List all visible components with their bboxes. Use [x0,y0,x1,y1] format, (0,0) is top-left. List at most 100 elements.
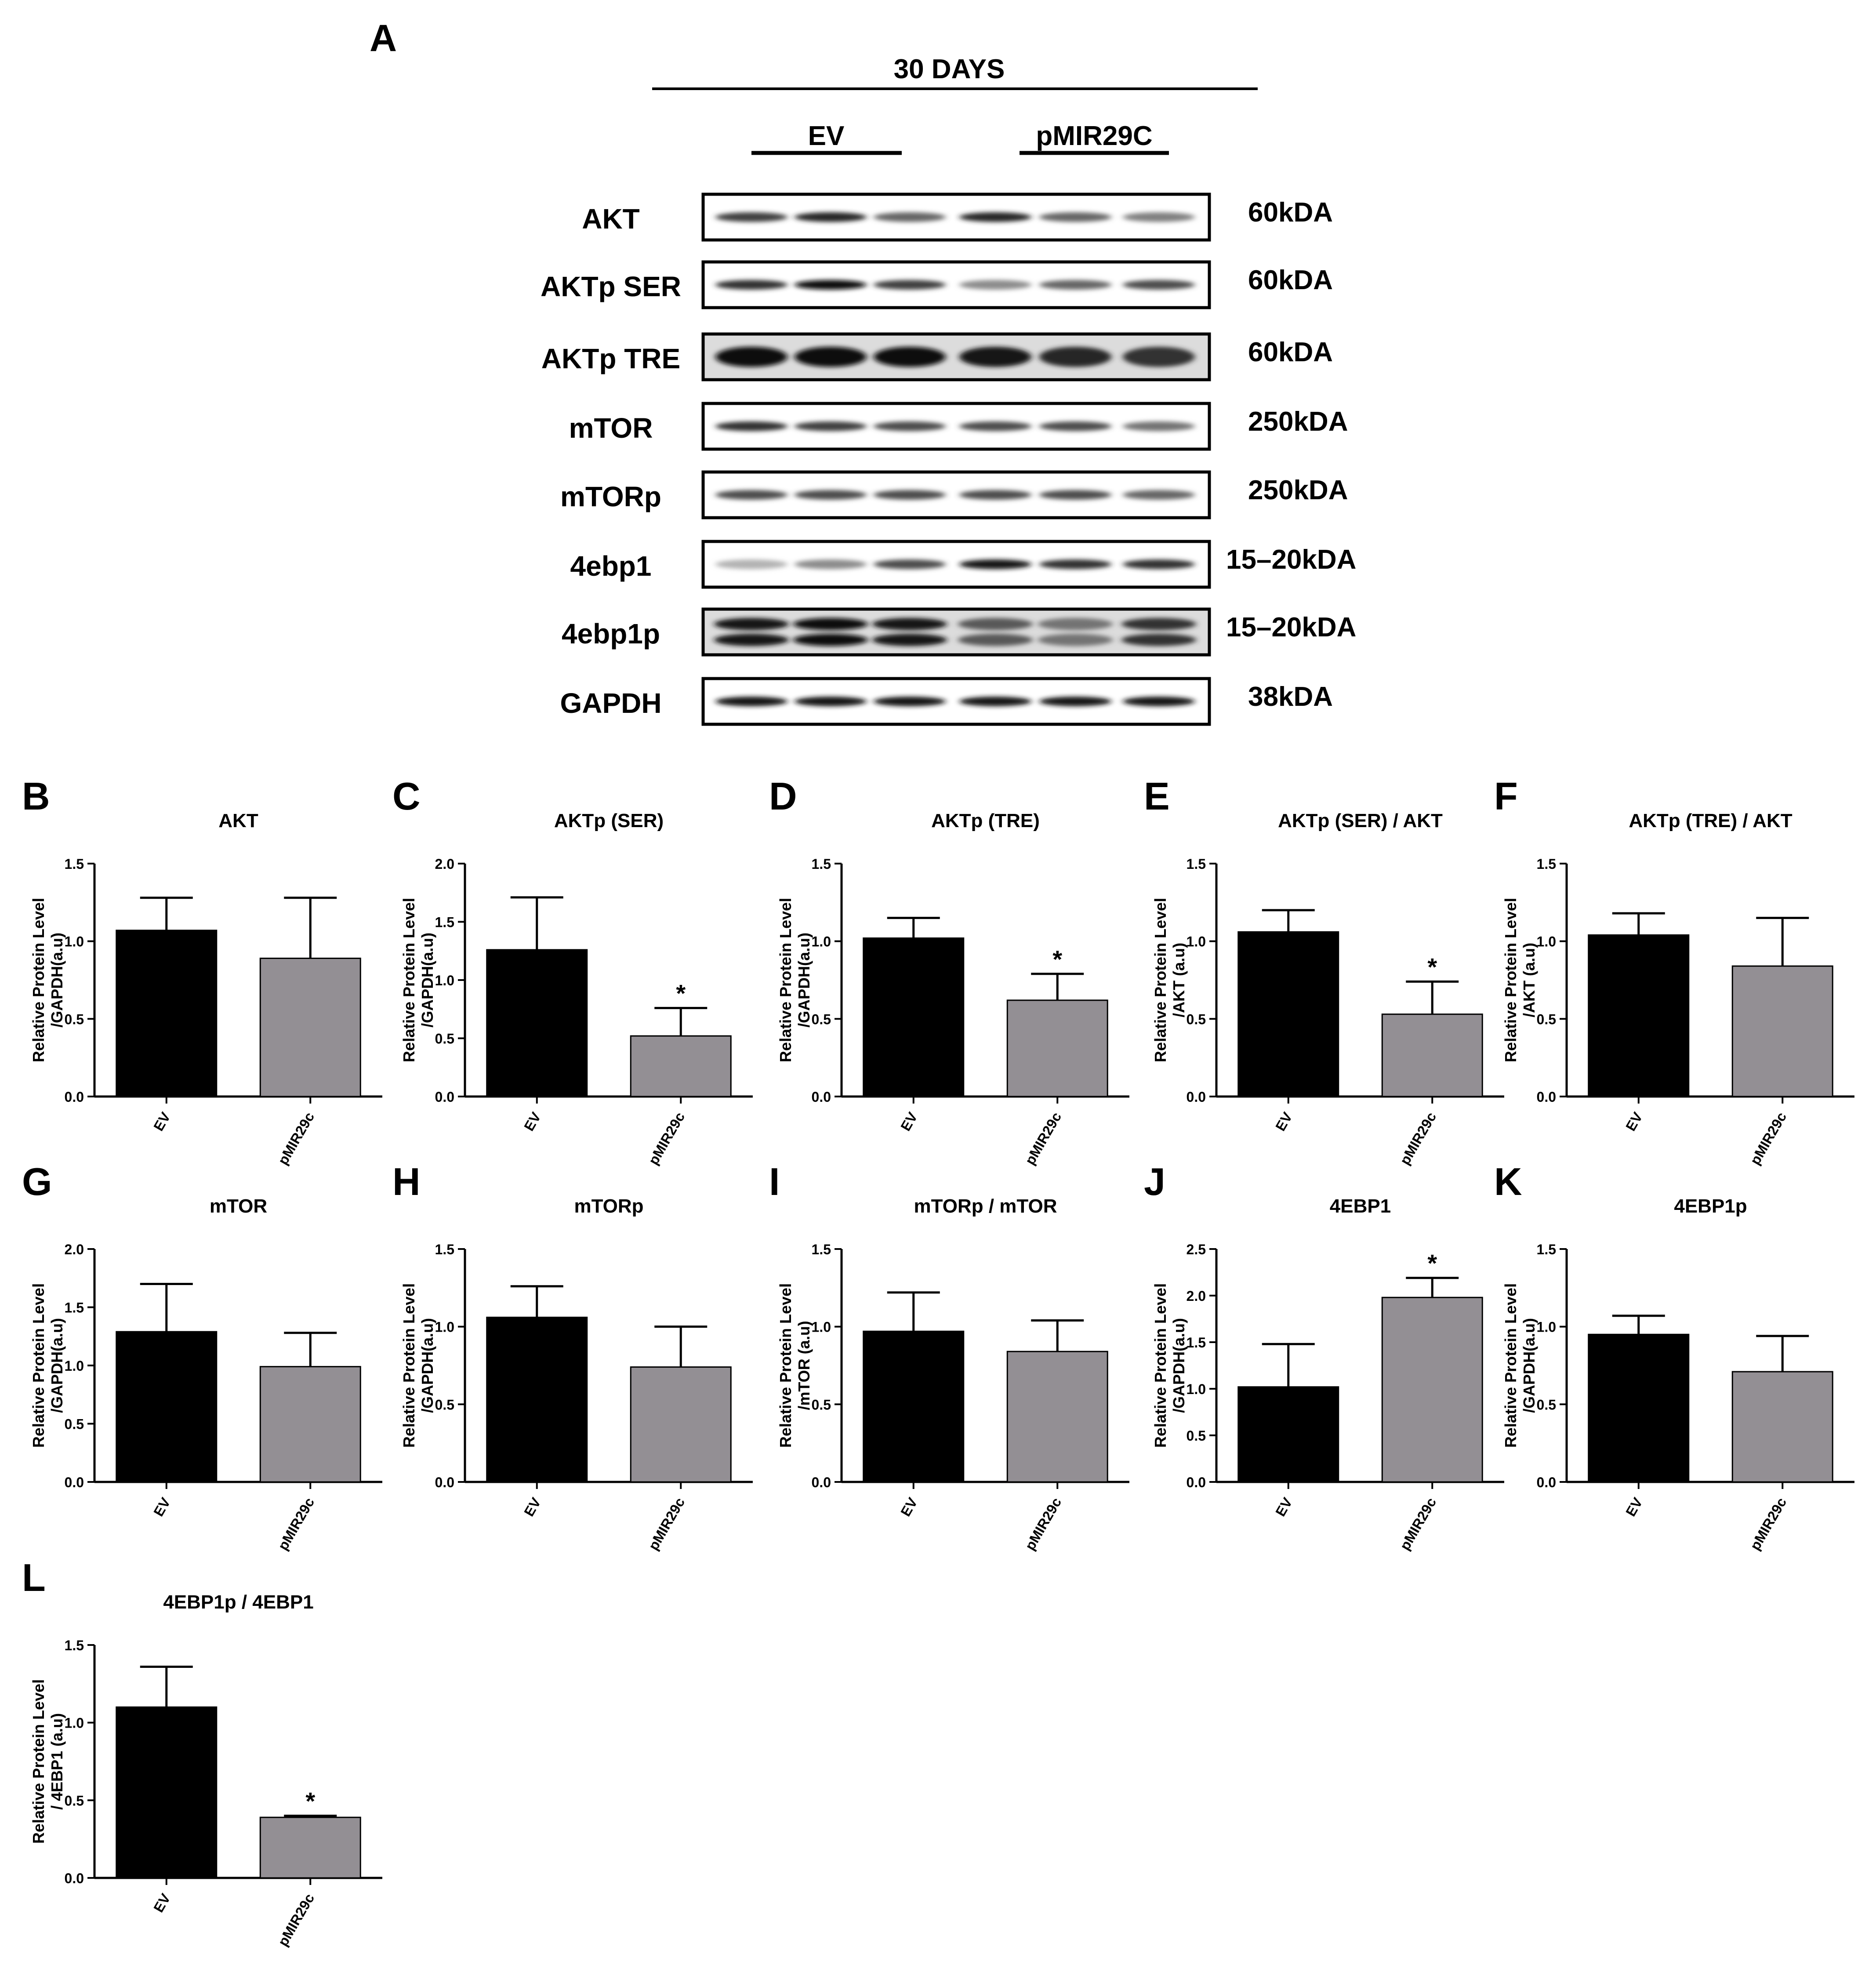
blot-band [874,697,946,706]
group-label-0: EV [808,121,845,151]
protein-label-5: 4ebp1 [570,550,652,582]
x-tick-label: EV [521,1109,544,1134]
protein-label-3: mTOR [569,412,653,444]
bar-EV [1237,931,1339,1097]
blot-band [795,490,867,500]
y-axis-label-line: Relative Protein Level [29,898,47,1062]
blot-band [795,697,867,706]
blot-band [1123,212,1195,222]
bar-EV [1588,1333,1690,1483]
chart-F: F AKTp (TRE) / AKT Relative Protein Level/… [1494,774,1854,1167]
chart-title: 4EBP1 [1330,1195,1391,1217]
bar-pMIR29c [1006,999,1108,1097]
bar-EV [486,949,588,1097]
significance-marker: * [1052,945,1062,973]
bar-pMIR29c [630,1035,732,1097]
y-axis-label: Relative Protein Level/ 4EBP1 (a.u) [29,1679,66,1844]
y-tick-label: 1.5 [1187,856,1206,872]
y-axis-label-line: /GAPDH(a.u) [1520,1318,1538,1413]
bar-pMIR29c [630,1366,732,1483]
chart-title: mTORp / mTOR [914,1195,1057,1217]
significance-marker: * [1427,953,1437,981]
protein-label-1: AKTp SER [541,271,681,302]
blot-band [1038,634,1113,646]
blot-strip-6 [701,607,1211,657]
blot-band [795,280,867,290]
blot-band [874,280,946,290]
blot-band [1039,212,1111,222]
blot-band [959,697,1031,706]
y-tick-label: 0.5 [812,1397,831,1413]
y-tick-label: 0.0 [435,1474,454,1490]
bar-pMIR29c [1006,1351,1108,1483]
y-tick-label: 1.0 [812,934,831,950]
size-label-5: 15–20kDA [1226,545,1356,575]
y-tick-label: 1.0 [1187,934,1206,950]
y-axis-label: Relative Protein Level/GAPDH(a.u) [29,898,66,1062]
y-tick-label: 2.0 [1187,1288,1206,1304]
y-tick-label: 1.5 [1537,856,1556,872]
chart-title: AKTp (SER) / AKT [1278,810,1443,832]
bar-EV [1588,934,1690,1097]
panel-letter-L: L [22,1556,46,1599]
y-tick-label: 1.5 [65,1300,84,1316]
blot-band [958,634,1033,646]
y-tick-label: 0.0 [65,1474,84,1490]
y-tick-label: 2.0 [65,1242,84,1257]
y-tick-label: 1.5 [812,1242,831,1257]
blot-band [1123,697,1195,706]
blot-band [1039,697,1111,706]
bar-EV [116,1331,218,1483]
group-label-1: pMIR29C [1036,121,1152,151]
bar-pMIR29c [1381,1013,1483,1097]
size-label-7: 38kDA [1248,682,1333,712]
y-tick-label: 1.5 [1537,1242,1556,1257]
size-label-3: 250kDA [1248,407,1348,437]
y-tick-label: 1.0 [65,1358,84,1374]
blot-band [715,490,787,500]
y-axis-label: Relative Protein Level/GAPDH(a.u) [1151,1283,1188,1448]
bar-EV [116,930,218,1097]
y-axis-label-line: / 4EBP1 (a.u) [48,1713,66,1810]
y-axis-label: Relative Protein Level/AKT (a.u) [1502,898,1538,1062]
y-tick-label: 0.5 [1537,1397,1556,1413]
chart-B: B AKT Relative Protein Level/GAPDH(a.u) 0.0… [22,774,382,1167]
y-tick-label: 0.0 [1537,1089,1556,1105]
blot-band [874,559,946,569]
x-tick-label: EV [897,1495,921,1519]
y-tick-label: 0.0 [435,1089,454,1105]
blot-band [715,697,787,706]
x-tick-label: EV [1622,1495,1646,1519]
blot-band [959,421,1031,431]
size-label-4: 250kDA [1248,475,1348,505]
y-axis-label-line: Relative Protein Level [777,898,795,1062]
x-tick-label: pMIR29c [1747,1110,1789,1168]
blot-band [1039,280,1111,290]
x-tick-label: pMIR29c [1747,1495,1789,1553]
blot-band [715,421,787,431]
protein-label-7: GAPDH [560,687,661,719]
y-tick-label: 1.5 [65,1638,84,1653]
panel-letter-A: A [370,17,397,59]
significance-marker: * [1427,1249,1437,1277]
x-tick-label: pMIR29c [275,1495,317,1553]
blot-band [795,559,867,569]
blot-band [1039,421,1111,431]
bar-pMIR29c [1381,1296,1483,1483]
chart-L: L 4EBP1p / 4EBP1 Relative Protein Level/ 4… [22,1556,382,1949]
protein-label-6: 4ebp1p [562,618,660,650]
panel-letter-F: F [1494,774,1518,818]
panel-letter-G: G [22,1160,52,1203]
y-axis-label-line: /AKT (a.u) [1170,943,1188,1017]
x-tick-label: EV [150,1891,174,1915]
chart-title: AKT [218,810,258,832]
y-axis-label-line: /GAPDH(a.u) [795,933,813,1028]
y-axis-label-line: /GAPDH(a.u) [48,1318,66,1413]
y-tick-label: 0.5 [1537,1011,1556,1027]
y-axis-label: Relative Protein Level/AKT (a.u) [1151,898,1188,1062]
panel-letter-B: B [22,774,50,818]
